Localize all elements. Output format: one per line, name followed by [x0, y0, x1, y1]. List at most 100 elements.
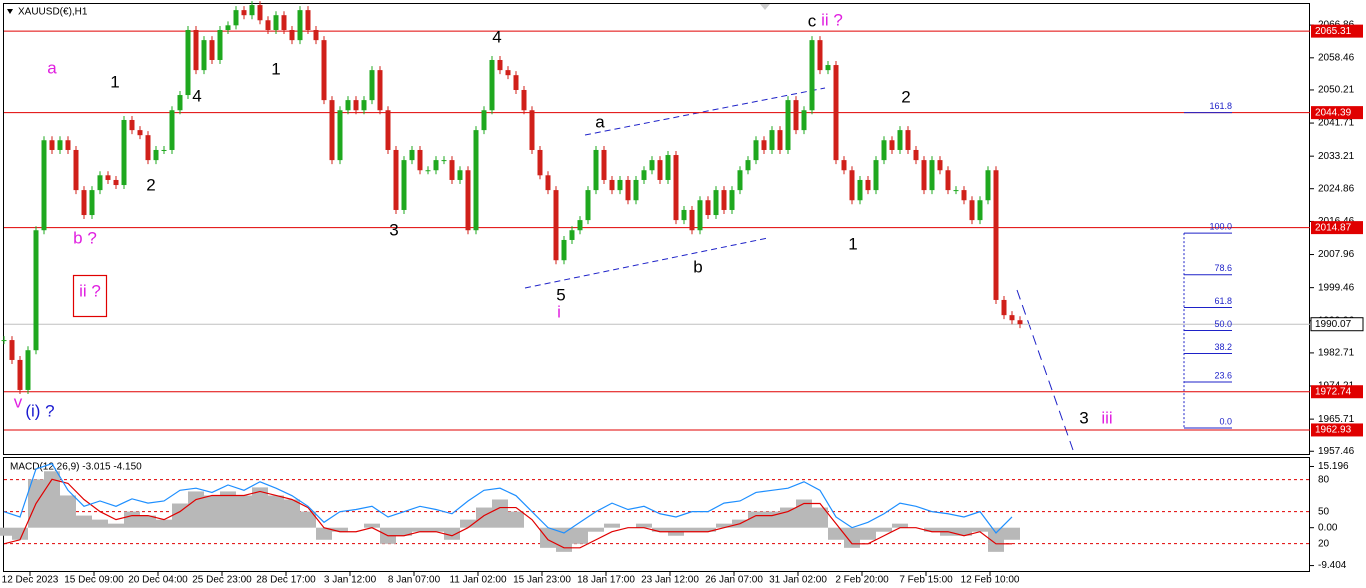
candle — [993, 170, 999, 300]
level-price-box — [1311, 423, 1363, 437]
channel-upper — [584, 87, 826, 136]
x-tick-label: 23 Jan 12:00 — [641, 575, 699, 586]
candle — [513, 75, 519, 90]
wave-label: 1 — [848, 234, 857, 253]
candle — [281, 15, 287, 30]
candle — [673, 155, 679, 221]
candle — [969, 200, 975, 221]
fib-label: 61.8 — [1214, 296, 1232, 306]
x-tick-label: 20 Dec 04:00 — [128, 575, 188, 586]
fib-label: 38.2 — [1214, 342, 1232, 352]
wave-label: iii — [1101, 408, 1112, 427]
macd-bar — [316, 527, 332, 540]
candle — [569, 230, 575, 240]
candle — [273, 15, 279, 30]
macd-bar — [588, 527, 604, 532]
x-tick-label: 31 Jan 02:00 — [769, 575, 827, 586]
candle — [593, 149, 599, 191]
candle — [369, 70, 375, 101]
chart-title: XAUUSD(€),H1 — [18, 7, 88, 18]
candle — [481, 110, 487, 131]
candle — [441, 160, 447, 162]
candle — [73, 149, 79, 191]
candle — [145, 135, 151, 161]
macd-bar — [108, 523, 124, 528]
candle — [793, 100, 799, 131]
candle — [801, 110, 807, 131]
candle — [25, 350, 31, 390]
level-price-label: 2014.87 — [1315, 222, 1352, 233]
wave-label: 4 — [192, 86, 201, 105]
projection-line — [1016, 289, 1074, 451]
level-price-box — [1311, 385, 1363, 399]
macd-bar — [396, 527, 412, 536]
macd-bar — [748, 511, 764, 528]
wave-label: b ? — [73, 228, 97, 247]
y-tick-label: 2050.21 — [1318, 85, 1355, 96]
candle — [377, 70, 383, 111]
candle — [689, 209, 695, 231]
candle — [785, 100, 791, 150]
macd-bar — [12, 527, 28, 540]
macd-bar — [332, 527, 348, 532]
macd-bar — [124, 511, 140, 528]
candle — [561, 239, 567, 261]
candle — [9, 340, 15, 360]
candle — [913, 149, 919, 161]
macd-bar — [492, 499, 508, 528]
candle — [553, 190, 559, 261]
x-tick-label: 8 Jan 07:00 — [388, 575, 441, 586]
annotation-box — [72, 274, 108, 318]
macd-title: MACD(12,26,9) -3.015 -4.150 — [10, 462, 142, 473]
candle — [745, 160, 751, 171]
macd-bar — [412, 527, 428, 532]
level-price-label: 1962.93 — [1315, 425, 1352, 436]
macd-frame — [3, 457, 1310, 572]
macd-bar — [268, 495, 284, 528]
y-tick-label: 1957.46 — [1318, 446, 1355, 457]
candle — [225, 25, 231, 30]
fib-label: 78.6 — [1214, 263, 1232, 273]
candle — [753, 140, 759, 161]
level-price-label: 1972.74 — [1315, 386, 1352, 397]
candle — [737, 170, 743, 191]
candle — [937, 160, 943, 171]
x-tick-label: 28 Dec 17:00 — [256, 575, 316, 586]
candle — [161, 149, 167, 151]
candle — [609, 179, 615, 191]
candle — [297, 10, 303, 41]
candle — [777, 130, 783, 150]
wave-label: 5 — [556, 285, 565, 304]
macd-bar — [988, 527, 1004, 552]
macd-line — [3, 462, 1013, 534]
fib-label: 161.8 — [1209, 101, 1232, 111]
candle — [833, 65, 839, 161]
shift-marker — [760, 4, 770, 10]
macd-bar — [924, 527, 940, 532]
y2-tick-label: 20 — [1318, 538, 1330, 549]
macd-bar — [444, 527, 460, 540]
macd-bar — [76, 515, 92, 528]
y-tick-label: -9.404 — [1318, 560, 1347, 571]
candle — [625, 179, 631, 201]
wave-label: 1 — [271, 59, 280, 78]
fib-label: 100.0 — [1209, 221, 1232, 231]
candle — [89, 190, 95, 216]
macd-bar — [860, 527, 876, 540]
candle — [129, 119, 135, 131]
candle — [545, 175, 551, 191]
candle — [353, 100, 359, 111]
candle — [305, 10, 311, 30]
x-tick-label: 25 Dec 23:00 — [192, 575, 252, 586]
candle — [617, 179, 623, 191]
candle — [817, 40, 823, 71]
candle — [473, 130, 479, 231]
candle — [681, 209, 687, 221]
macd-bar — [716, 523, 732, 528]
macd-bar — [1004, 527, 1020, 540]
candle — [897, 130, 903, 150]
macd-bar — [604, 523, 620, 528]
y-tick-label: 1965.71 — [1318, 414, 1355, 425]
candle — [57, 140, 63, 150]
candle — [953, 190, 959, 192]
